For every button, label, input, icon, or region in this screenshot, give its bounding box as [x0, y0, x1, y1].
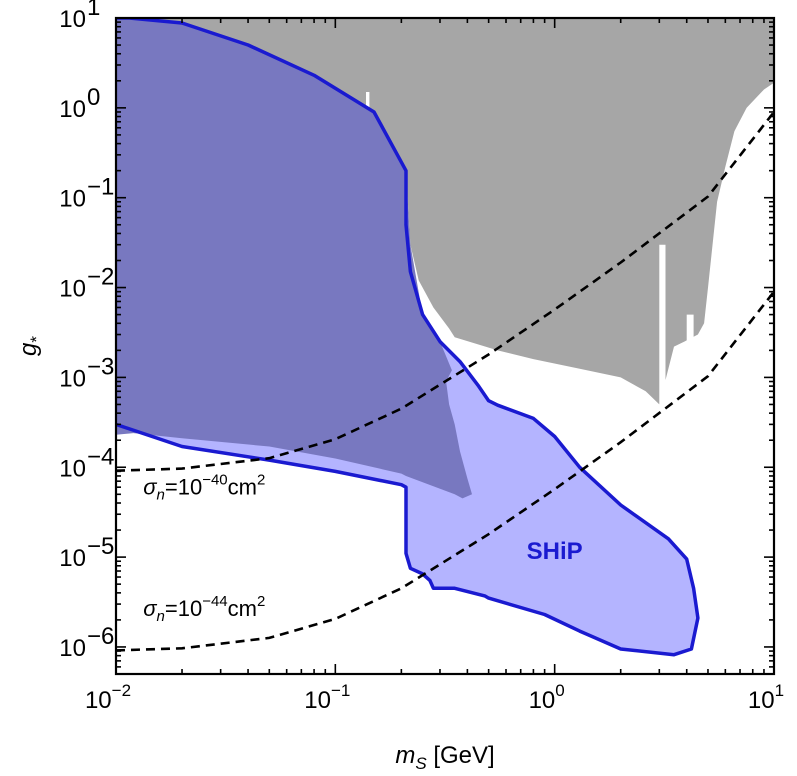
excluded-region	[129, 18, 774, 405]
sigma-line-0	[116, 111, 774, 472]
y-tick-label: 10	[59, 6, 86, 33]
y-tick-label: 10	[59, 276, 86, 303]
y-tick-exponent: −6	[87, 623, 114, 650]
sigma-label: σn=10−44cm2	[143, 593, 265, 625]
plot-frame	[114, 16, 776, 676]
y-axis-title: g*	[15, 336, 46, 356]
x-axis-title: mS [GeV]	[395, 742, 494, 773]
x-tick-label: 10−1	[304, 681, 350, 714]
y-tick-exponent: −5	[87, 533, 114, 560]
excluded-gap-2	[686, 314, 694, 360]
y-tick-exponent: −1	[87, 174, 114, 201]
y-tick-label: 10	[59, 455, 86, 482]
y-tick-label: 10	[59, 545, 86, 572]
y-tick-exponent: −4	[87, 443, 114, 470]
x-tick-label: 10−2	[85, 681, 131, 714]
y-tick-label: 10	[59, 365, 86, 392]
sigma-line-1	[116, 290, 774, 652]
x-tick-label: 101	[748, 681, 784, 714]
excluded-gap-1	[659, 244, 666, 405]
y-tick-label: 10	[59, 96, 86, 123]
y-tick-label: 10	[59, 186, 86, 213]
y-tick-exponent: −2	[87, 264, 114, 291]
sigma-label: σn=10−40cm2	[143, 471, 265, 503]
y-tick-exponent: 0	[87, 84, 100, 111]
ship-label: SHiP	[527, 538, 583, 565]
y-tick-exponent: −3	[87, 353, 114, 380]
ship-boundary	[116, 18, 700, 657]
y-tick-label: 10	[59, 635, 86, 662]
overlap-region	[116, 18, 472, 499]
x-tick-label: 100	[529, 681, 565, 714]
y-tick-exponent: 1	[87, 0, 100, 21]
